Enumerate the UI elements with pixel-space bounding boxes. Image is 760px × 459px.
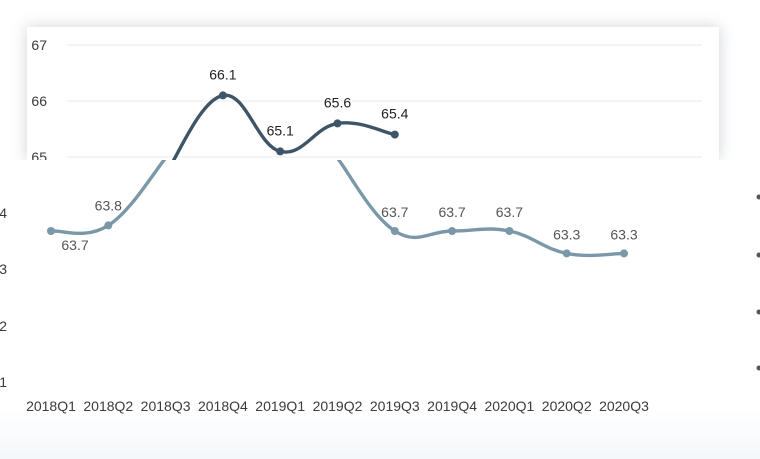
right-edge-dot [756, 309, 760, 315]
lower-point [505, 227, 514, 235]
upper-data-label: 66.1 [209, 66, 236, 82]
upper-chart-panel: 65 66 67 66.1 65.1 65.6 65.4 [27, 27, 719, 160]
upper-y-tick-label: 66 [31, 93, 47, 109]
upper-line-chart: 65 66 67 66.1 65.1 65.6 65.4 [31, 37, 702, 160]
lower-y-tick-label: 4 [0, 205, 7, 221]
upper-y-tick-label: 65 [31, 149, 47, 160]
upper-point [333, 119, 342, 128]
lower-point [620, 249, 628, 258]
lower-data-label: 63.7 [438, 204, 465, 220]
right-edge-dot [756, 252, 760, 258]
upper-y-tick-label: 67 [31, 37, 47, 53]
upper-point [276, 147, 285, 156]
upper-data-label: 65.6 [324, 94, 351, 110]
lower-data-label: 63.7 [496, 204, 523, 220]
upper-point [390, 130, 399, 139]
upper-data-label: 65.4 [381, 106, 408, 122]
lower-point [47, 227, 55, 235]
lower-data-label: 63.3 [553, 226, 580, 242]
right-edge-dot [756, 194, 760, 200]
lower-y-tick-label: 3 [0, 261, 7, 277]
upper-series-line [171, 93, 397, 160]
bottom-fade [0, 409, 760, 459]
lower-point [448, 227, 457, 235]
upper-data-label: 65.1 [267, 122, 294, 138]
right-edge-dot [756, 365, 760, 371]
lower-chart-panel: 4 3 2 1 63.7 63.8 63.7 63.7 63.7 63.3 63.3 2018Q1 20… [0, 160, 760, 459]
lower-data-label: 63.7 [61, 237, 88, 253]
lower-data-label: 63.3 [610, 226, 637, 242]
upper-point [218, 91, 227, 100]
lower-point [104, 221, 113, 230]
lower-point [562, 249, 571, 258]
lower-data-label: 63.7 [381, 204, 408, 220]
lower-point [390, 227, 399, 235]
lower-y-tick-label: 2 [0, 318, 7, 334]
lower-data-label: 63.8 [95, 197, 122, 213]
upper-grid [67, 44, 702, 158]
lower-y-tick-label: 1 [0, 374, 7, 390]
